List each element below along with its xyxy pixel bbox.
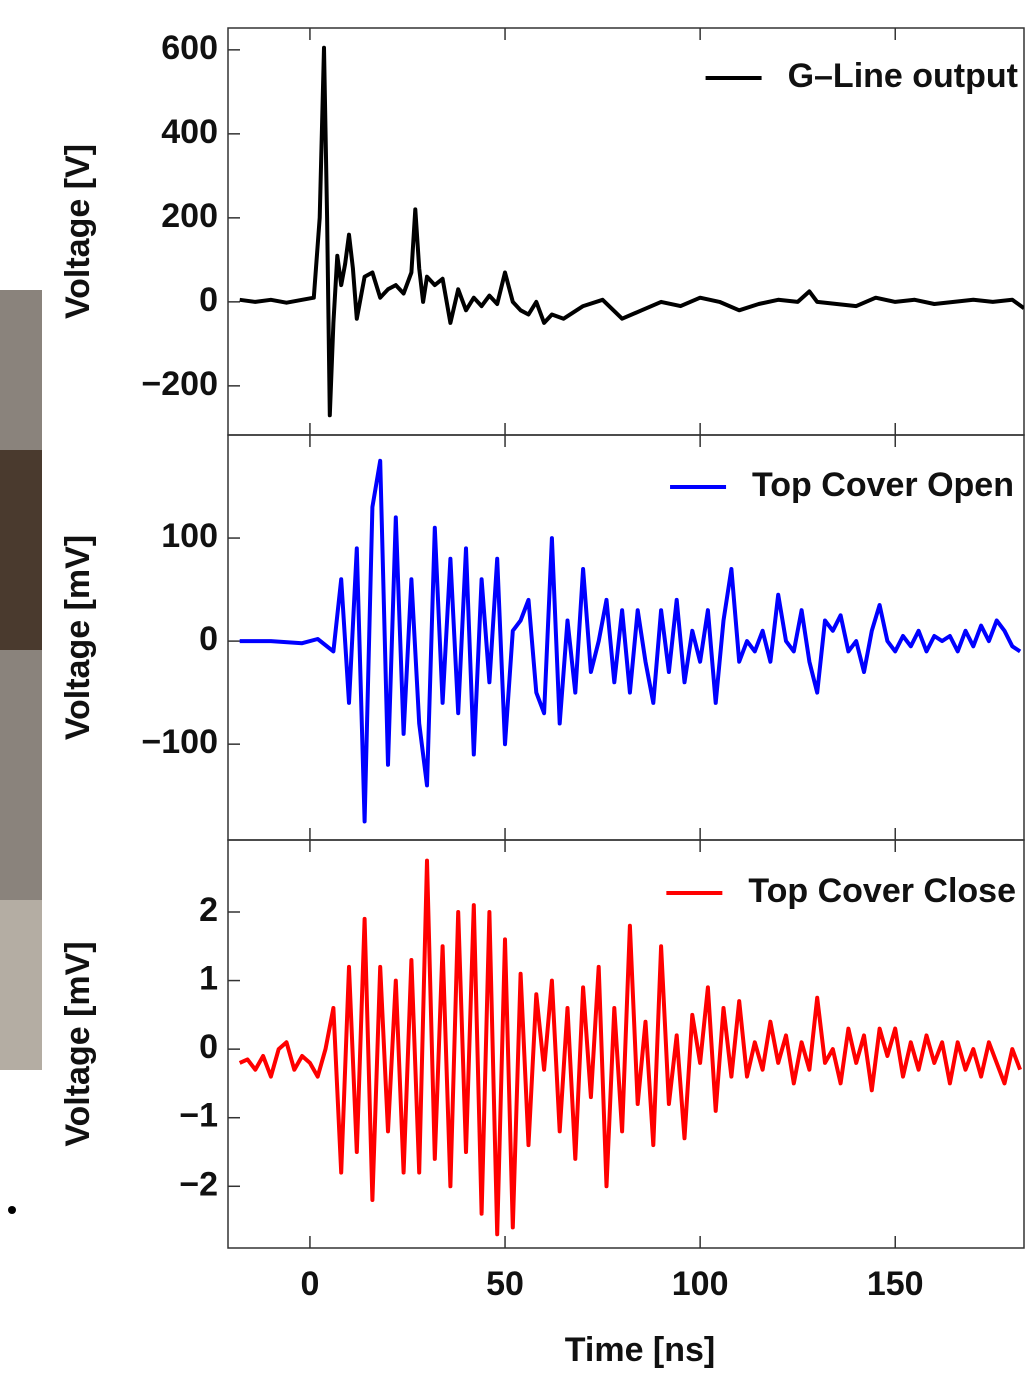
- dot: [8, 1206, 16, 1214]
- y-tick-label: 600: [161, 29, 218, 67]
- y-tick-label: −100: [141, 723, 218, 761]
- y-tick-label: 0: [199, 281, 218, 319]
- y-tick-label: 1: [199, 960, 218, 998]
- y-tick-label: −2: [179, 1165, 218, 1203]
- y-tick-label: 200: [161, 197, 218, 235]
- y-tick-label: −200: [141, 365, 218, 403]
- x-tick-label: 100: [672, 1265, 729, 1303]
- y-tick-label: 100: [161, 517, 218, 555]
- plot-frame: [227, 839, 1025, 1249]
- y-tick-label: 0: [199, 1028, 218, 1066]
- legend-label: Top Cover Open: [752, 466, 1014, 504]
- photo-fragment: [0, 900, 42, 1070]
- legend-label: Top Cover Close: [748, 872, 1016, 910]
- y-axis-label: Voltage [V]: [59, 144, 97, 319]
- legend-label: G–Line output: [788, 57, 1018, 95]
- y-axis-label: Voltage [mV]: [59, 535, 97, 740]
- photo-fragment: [0, 450, 42, 650]
- x-tick-label: 50: [486, 1265, 524, 1303]
- data-line: [239, 458, 1022, 824]
- y-axis-label: Voltage [mV]: [59, 941, 97, 1146]
- x-axis-label: Time [ns]: [565, 1331, 716, 1369]
- y-tick-label: 2: [199, 891, 218, 929]
- x-tick-label: 0: [300, 1265, 319, 1303]
- x-tick-label: 150: [867, 1265, 924, 1303]
- y-tick-label: 400: [161, 113, 218, 151]
- data-line: [238, 858, 1022, 1237]
- y-tick-label: 0: [199, 620, 218, 658]
- data-line: [239, 45, 1024, 418]
- y-tick-label: −1: [179, 1097, 218, 1135]
